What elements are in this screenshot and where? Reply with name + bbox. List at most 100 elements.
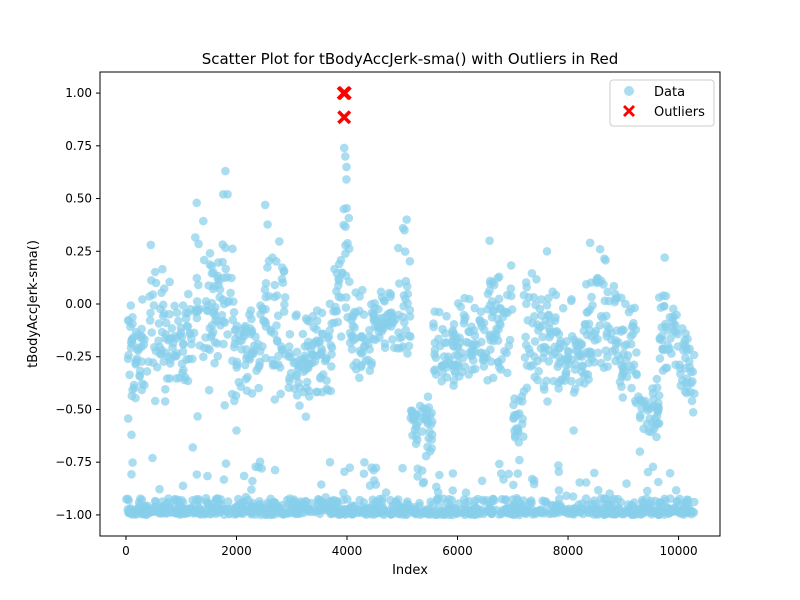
data-point — [660, 253, 669, 262]
data-point — [264, 505, 274, 515]
data-point — [213, 271, 223, 281]
data-point — [562, 491, 571, 501]
data-point — [457, 348, 467, 358]
data-point — [554, 329, 564, 339]
data-point — [526, 496, 536, 505]
data-point — [629, 360, 639, 370]
data-point — [473, 494, 483, 504]
data-point — [575, 478, 584, 487]
data-point — [277, 263, 287, 272]
data-point — [379, 505, 389, 514]
data-point — [480, 325, 489, 335]
data-point — [429, 319, 438, 328]
data-point — [551, 313, 560, 322]
data-point — [628, 329, 638, 339]
data-point — [247, 348, 257, 357]
data-point — [520, 508, 530, 518]
data-point — [180, 508, 189, 518]
data-point — [277, 345, 287, 355]
data-point — [321, 493, 331, 502]
data-point — [685, 505, 695, 514]
data-point — [146, 308, 155, 318]
data-point — [166, 359, 175, 368]
data-point — [536, 295, 546, 304]
data-point — [620, 341, 629, 351]
data-point — [447, 337, 457, 347]
data-point — [485, 236, 494, 245]
data-point — [146, 240, 156, 250]
data-point — [232, 321, 242, 331]
x-tick-label: 0 — [122, 544, 130, 558]
data-point — [494, 325, 503, 334]
data-point — [412, 507, 422, 517]
data-point — [394, 243, 403, 253]
data-point — [600, 254, 609, 263]
data-point — [213, 258, 223, 267]
data-point — [218, 295, 228, 305]
data-point — [584, 375, 593, 384]
data-point — [562, 337, 572, 346]
data-point — [167, 334, 176, 343]
data-point — [237, 345, 246, 354]
data-point — [126, 301, 136, 310]
data-point — [448, 486, 458, 495]
data-point — [530, 337, 540, 346]
data-point — [496, 365, 506, 374]
data-point — [312, 325, 321, 334]
data-point — [671, 486, 681, 495]
data-point — [212, 339, 222, 348]
data-point — [677, 509, 687, 518]
data-point — [266, 327, 276, 336]
data-point — [151, 346, 161, 356]
data-point — [312, 387, 322, 397]
data-point — [323, 334, 333, 343]
data-point — [590, 468, 599, 478]
data-point — [355, 508, 364, 517]
data-point — [170, 352, 180, 361]
data-point — [232, 426, 241, 435]
data-point — [472, 340, 481, 349]
data-point — [643, 486, 652, 496]
data-point — [631, 369, 641, 378]
data-point — [241, 492, 251, 502]
data-point — [467, 322, 476, 332]
data-point — [655, 335, 665, 344]
data-point — [607, 502, 616, 512]
data-point — [398, 342, 408, 351]
data-point — [263, 220, 272, 229]
data-point — [582, 330, 592, 340]
data-point — [327, 350, 336, 359]
data-point — [279, 307, 289, 316]
outlier-point — [337, 110, 352, 125]
data-point — [341, 152, 350, 161]
data-point — [150, 267, 160, 277]
data-point — [400, 247, 410, 256]
data-point — [128, 458, 137, 467]
data-point — [325, 326, 335, 335]
data-point — [399, 504, 409, 513]
data-point — [534, 367, 543, 376]
data-point — [343, 238, 352, 248]
data-point — [573, 352, 583, 361]
data-point — [531, 508, 540, 517]
data-point — [510, 431, 520, 440]
data-point — [447, 495, 457, 505]
data-point — [570, 384, 580, 394]
data-point — [464, 370, 474, 379]
data-point — [349, 361, 358, 371]
data-point — [272, 336, 282, 345]
data-point — [154, 336, 163, 346]
data-point — [218, 240, 227, 249]
data-point — [384, 288, 394, 298]
data-point — [423, 419, 433, 429]
data-point — [127, 430, 136, 440]
data-point — [411, 423, 421, 432]
data-point — [543, 397, 552, 406]
data-point — [381, 488, 391, 497]
data-point — [596, 311, 606, 321]
data-point — [605, 489, 614, 498]
data-point — [542, 247, 552, 256]
data-point — [649, 424, 659, 434]
data-point — [548, 350, 557, 360]
data-point — [426, 497, 435, 507]
